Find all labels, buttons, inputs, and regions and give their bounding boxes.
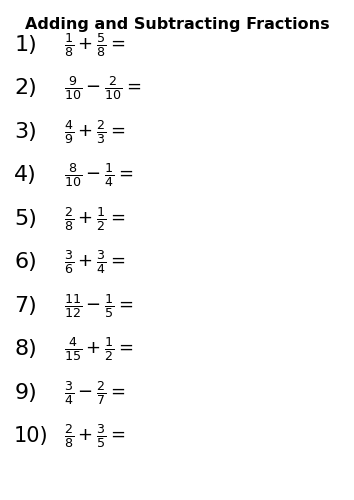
Text: $\frac{11}{12} - \frac{1}{5} =$: $\frac{11}{12} - \frac{1}{5} =$: [64, 292, 133, 320]
Text: $\frac{1}{8} + \frac{5}{8} =$: $\frac{1}{8} + \frac{5}{8} =$: [64, 31, 125, 59]
Text: $\frac{2}{8} + \frac{3}{5} =$: $\frac{2}{8} + \frac{3}{5} =$: [64, 422, 125, 450]
Text: Adding and Subtracting Fractions: Adding and Subtracting Fractions: [25, 18, 329, 32]
Text: $\frac{3}{6} + \frac{3}{4} =$: $\frac{3}{6} + \frac{3}{4} =$: [64, 248, 125, 276]
Text: 10): 10): [14, 426, 49, 446]
Text: 4): 4): [14, 166, 37, 186]
Text: $\frac{9}{10} - \frac{2}{10} =$: $\frac{9}{10} - \frac{2}{10} =$: [64, 74, 141, 102]
Text: 8): 8): [14, 340, 37, 359]
Text: 1): 1): [14, 35, 37, 55]
Text: $\frac{4}{9} + \frac{2}{3} =$: $\frac{4}{9} + \frac{2}{3} =$: [64, 118, 125, 146]
Text: $\frac{8}{10} - \frac{1}{4} =$: $\frac{8}{10} - \frac{1}{4} =$: [64, 162, 133, 190]
Text: 5): 5): [14, 209, 37, 229]
Text: 6): 6): [14, 252, 37, 272]
Text: $\frac{2}{8} + \frac{1}{2} =$: $\frac{2}{8} + \frac{1}{2} =$: [64, 205, 125, 233]
Text: 9): 9): [14, 383, 37, 403]
Text: 3): 3): [14, 122, 37, 142]
Text: 2): 2): [14, 78, 37, 98]
Text: $\frac{3}{4} - \frac{2}{7} =$: $\frac{3}{4} - \frac{2}{7} =$: [64, 379, 125, 407]
Text: $\frac{4}{15} + \frac{1}{2} =$: $\frac{4}{15} + \frac{1}{2} =$: [64, 336, 133, 363]
Text: 7): 7): [14, 296, 37, 316]
